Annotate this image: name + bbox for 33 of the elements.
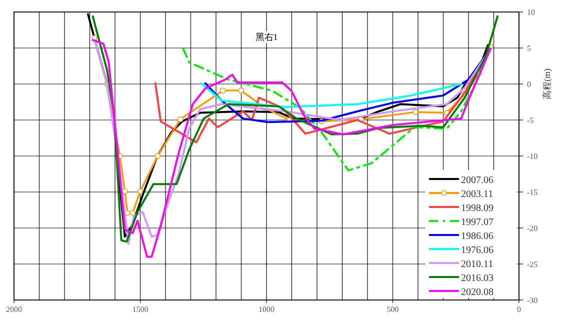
line-series: [200, 82, 462, 108]
y-tick-label: -10: [527, 152, 538, 161]
legend-label: 1998.09: [461, 203, 494, 214]
y-tick-label: 0: [527, 80, 531, 89]
legend-label: 2016.03: [461, 273, 494, 284]
legend-label: 1976.06: [461, 245, 494, 256]
point: [238, 88, 244, 94]
y-tick-label: 10: [527, 8, 535, 17]
y-axis-title: 高程(m): [542, 68, 552, 100]
x-tick-label: 0: [517, 305, 521, 314]
y-tick-label: 5: [527, 44, 531, 53]
legend-label: 2020.08: [461, 287, 494, 298]
legend-label: 1986.06: [461, 231, 494, 242]
point: [154, 153, 161, 159]
legend-label: 2003.11: [461, 189, 494, 200]
y-tick-label: -30: [527, 296, 538, 305]
point: [412, 109, 418, 115]
legend-label: 2010.11: [461, 259, 494, 270]
y-tick-label: -20: [527, 224, 538, 233]
y-tick-label: -25: [527, 260, 538, 269]
x-tick-label: 2000: [6, 305, 22, 314]
legend-label: 1997.07: [461, 217, 494, 228]
legend-label: 2007.06: [461, 175, 494, 186]
x-tick-label: 500: [386, 305, 399, 314]
x-tick-label: 1000: [258, 305, 274, 314]
x-tick-label: 1500: [132, 305, 148, 314]
y-tick-label: -5: [527, 116, 534, 125]
point: [137, 188, 144, 194]
text: 黑右1: [255, 32, 278, 42]
point: [220, 88, 226, 94]
point: [130, 210, 136, 216]
y-tick-label: -15: [527, 188, 538, 197]
point: [178, 116, 184, 122]
